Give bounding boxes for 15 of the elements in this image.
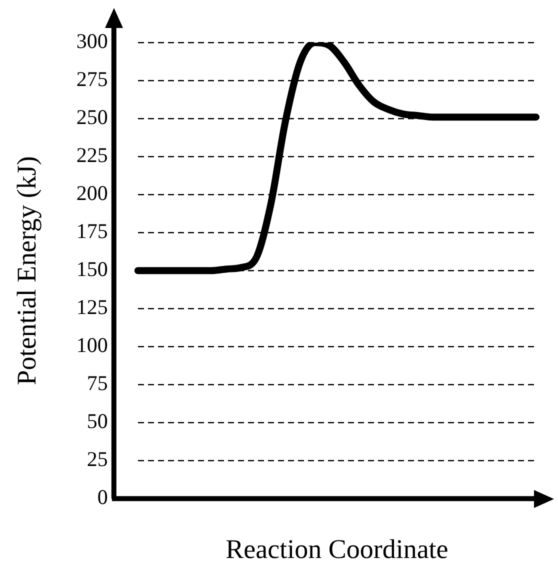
y-tick-label: 125 (76, 295, 108, 320)
y-tick-label: 0 (97, 485, 108, 510)
y-tick-label: 25 (86, 447, 108, 472)
y-tick-label: 100 (76, 333, 108, 358)
y-tick-label: 175 (76, 219, 108, 244)
y-tick-label: 300 (76, 29, 108, 54)
y-tick-label: 75 (86, 371, 108, 396)
y-tick-label: 50 (86, 409, 108, 434)
y-tick-label: 200 (76, 181, 108, 206)
y-tick-label: 250 (76, 105, 108, 130)
y-tick-label: 275 (76, 67, 108, 92)
x-axis-title: Reaction Coordinate (226, 534, 448, 564)
y-tick-label: 225 (76, 143, 108, 168)
y-tick-label: 150 (76, 257, 108, 282)
y-axis-title: Potential Energy (kJ) (11, 156, 42, 386)
